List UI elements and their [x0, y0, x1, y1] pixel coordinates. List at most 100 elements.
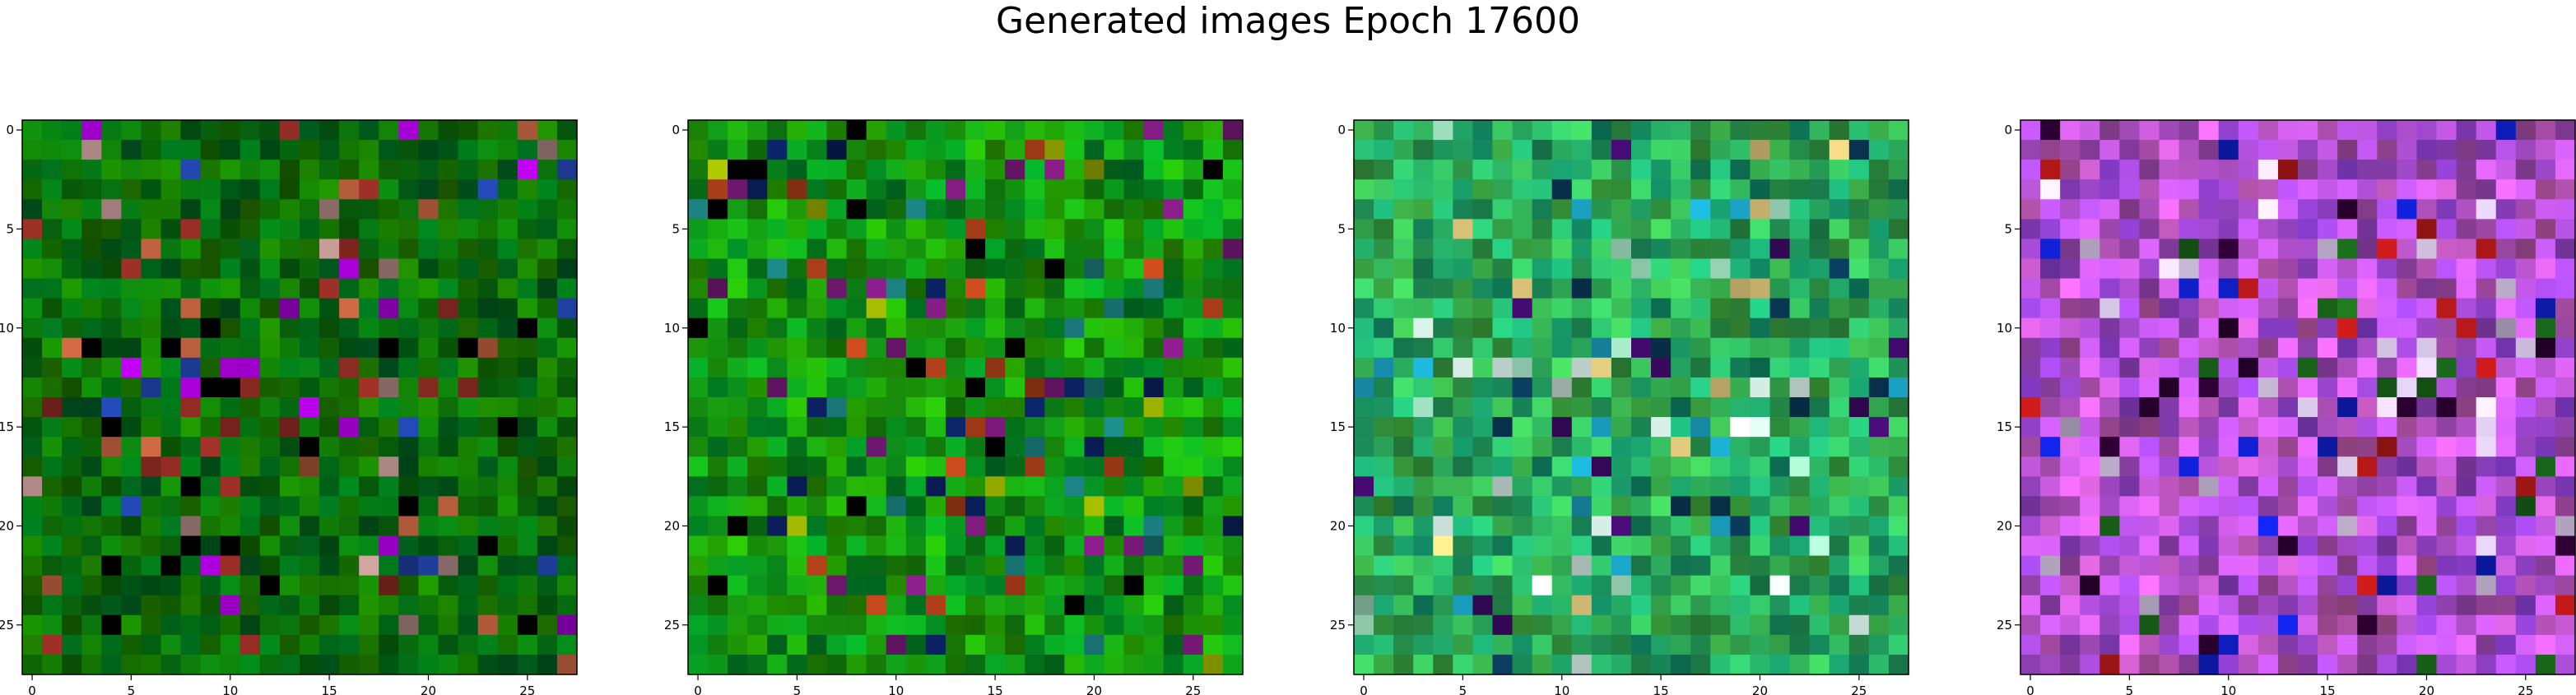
pixel-cell [438, 634, 459, 656]
pixel-cell [2456, 219, 2477, 240]
pixel-cell [1123, 377, 1145, 398]
pixel-cell [1809, 239, 1830, 260]
pixel-cell [2357, 357, 2378, 378]
pixel-cell [1222, 357, 1244, 378]
pixel-cell [2178, 634, 2200, 656]
pixel-cell [418, 654, 439, 675]
pixel-cell [1492, 239, 1514, 260]
pixel-cell [2060, 437, 2081, 457]
pixel-cell [2119, 614, 2141, 636]
pixel-cell [985, 219, 1006, 240]
pixel-cell [807, 535, 828, 557]
pixel-cell [339, 535, 360, 557]
pixel-cell [688, 317, 709, 339]
pixel-cell [2535, 614, 2556, 636]
pixel-cell [1591, 575, 1612, 596]
pixel-cell [2318, 496, 2338, 517]
pixel-cell [1354, 298, 1374, 319]
pixel-cell [925, 437, 946, 457]
pixel-cell [1143, 278, 1165, 299]
pixel-cell [180, 575, 202, 596]
pixel-cell [925, 397, 946, 418]
pixel-cell [1123, 397, 1145, 418]
pixel-cell [728, 199, 748, 220]
pixel-cell [866, 239, 887, 260]
pixel-cell [339, 140, 360, 160]
pixel-cell [2080, 140, 2100, 160]
pixel-cell [1025, 437, 1045, 457]
y-tick-label: 10 [1997, 321, 2012, 336]
pixel-cell [2238, 654, 2259, 675]
pixel-cell [1183, 595, 1204, 616]
pixel-cell [728, 258, 748, 280]
pixel-cell [1393, 278, 1414, 299]
pixel-cell [1433, 397, 1453, 418]
pixel-cell [1710, 179, 1731, 200]
pixel-cell [2397, 654, 2418, 675]
pixel-cell [1651, 317, 1672, 339]
pixel-cell [1651, 397, 1672, 418]
pixel-cell [2060, 377, 2081, 398]
pixel-cell [866, 120, 887, 141]
y-tick-label: 15 [0, 419, 14, 434]
pixel-cell [200, 614, 221, 636]
x-tick-label: 0 [2026, 683, 2034, 695]
pixel-cell [300, 357, 320, 378]
pixel-cell [728, 417, 748, 438]
pixel-cell [965, 278, 986, 299]
pixel-cell [1532, 575, 1553, 596]
pixel-cell [300, 516, 320, 537]
pixel-cell [1143, 219, 1165, 240]
pixel-cell [1789, 496, 1811, 517]
pixel-cell [300, 535, 320, 557]
pixel-cell [2416, 337, 2438, 359]
pixel-cell [787, 140, 808, 160]
pixel-cell [359, 140, 379, 160]
pixel-cell [1571, 456, 1593, 477]
pixel-cell [1571, 476, 1593, 497]
pixel-cell [2099, 298, 2120, 319]
pixel-cell [2060, 654, 2081, 675]
pixel-cell [477, 258, 499, 280]
pixel-cell [1789, 437, 1811, 457]
pixel-cell [1512, 160, 1533, 180]
pixel-cell [728, 555, 748, 577]
pixel-cell [708, 258, 728, 280]
pixel-cell [1183, 179, 1204, 200]
pixel-cell [866, 535, 887, 557]
pixel-cell [1809, 317, 1830, 339]
pixel-cell [2515, 160, 2536, 180]
pixel-cell [1492, 417, 1514, 438]
pixel-cell [1848, 654, 1870, 675]
pixel-cell [1690, 317, 1711, 339]
pixel-cell [1222, 219, 1244, 240]
pixel-cell [160, 120, 182, 141]
pixel-cell [2436, 160, 2457, 180]
pixel-cell [1671, 555, 1691, 577]
pixel-cell [2060, 219, 2081, 240]
pixel-cell [1433, 377, 1453, 398]
pixel-cell [497, 199, 518, 220]
pixel-cell [708, 516, 728, 537]
pixel-cell [1769, 575, 1791, 596]
pixel-cell [1730, 456, 1751, 477]
pixel-cell [180, 634, 202, 656]
pixel-cell [319, 278, 340, 299]
pixel-cell [2456, 337, 2477, 359]
pixel-cell [2277, 239, 2299, 260]
pixel-cell [1143, 179, 1165, 200]
pixel-cell [1453, 337, 1474, 359]
pixel-cell [1393, 219, 1414, 240]
pixel-cell [1551, 278, 1573, 299]
pixel-cell [2318, 575, 2338, 596]
pixel-cell [905, 654, 927, 675]
pixel-cell [259, 456, 281, 477]
pixel-cell [497, 397, 518, 418]
pixel-cell [1888, 634, 1909, 656]
pixel-cell [1710, 140, 1731, 160]
pixel-cell [2119, 555, 2141, 577]
pixel-cell [2555, 476, 2576, 497]
pixel-cell [1789, 397, 1811, 418]
pixel-cell [1690, 535, 1711, 557]
pixel-cell [1829, 199, 1850, 220]
